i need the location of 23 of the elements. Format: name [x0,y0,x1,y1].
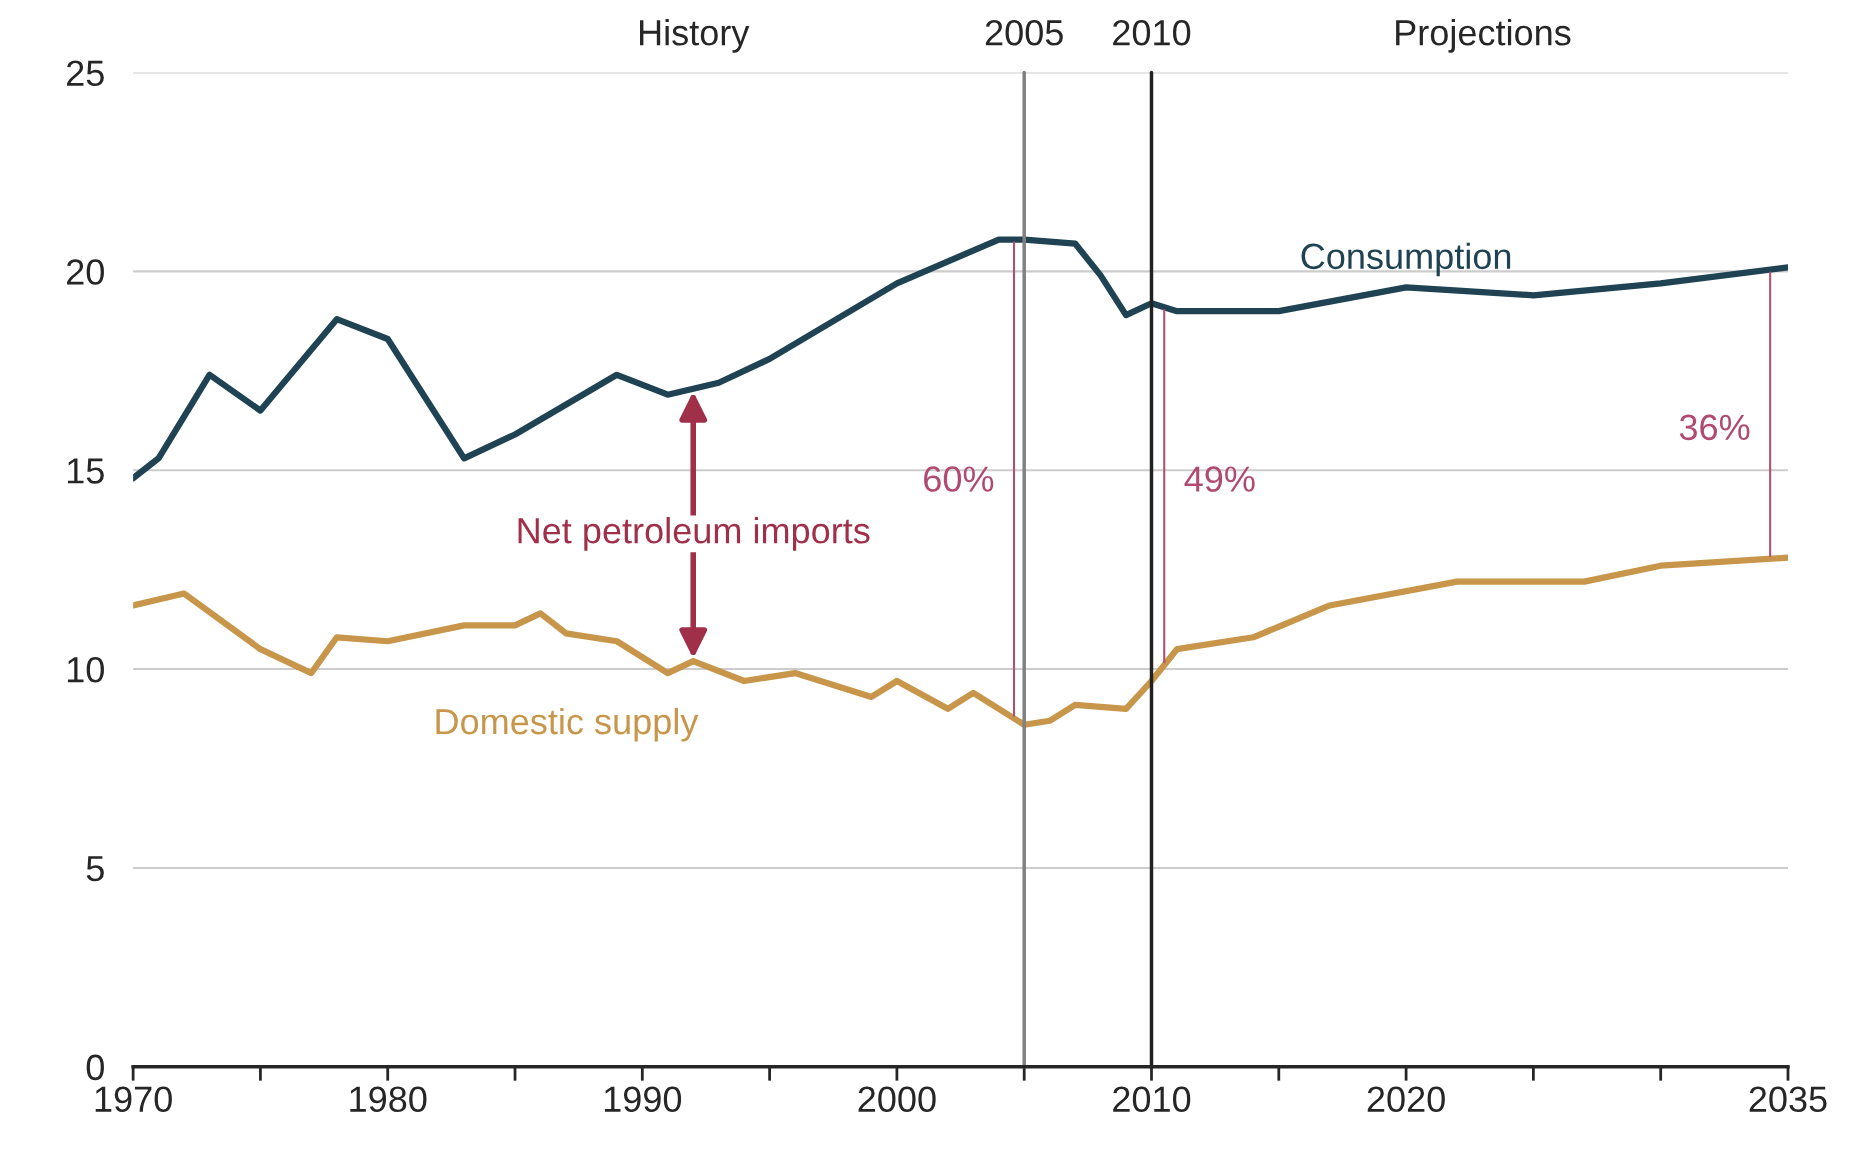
y-tick-label: 25 [67,60,104,87]
ref-line-label: 2005 [985,19,1063,46]
y-tick-label: 10 [67,656,104,683]
text: History [640,19,750,53]
x-tick-label: 2035 [1749,1086,1827,1113]
x-tick-label: 2010 [1113,1086,1191,1113]
annotation: Domestic supply [436,707,699,742]
x-tick-label: 2000 [858,1086,936,1113]
x-tick-label: 2020 [1367,1086,1445,1113]
y-tick-label: 5 [86,856,104,882]
x-tick-label: 1990 [604,1086,682,1113]
annotation: Consumption [1301,242,1511,277]
ref-line-label: 2010 [1113,19,1191,46]
x-tick-label: 1980 [350,1086,427,1113]
x-tick-label: 1970 [95,1086,172,1113]
annotation: 60% [924,466,994,492]
annotation: 49% [1184,466,1255,492]
text: Projections [1396,19,1571,53]
annotation: Net petroleum imports [518,517,870,551]
annotation: 36% [1679,414,1750,441]
y-tick-label: 20 [67,259,104,285]
y-tick-label: 15 [67,458,104,484]
y-tick-label: 0 [86,1054,104,1081]
